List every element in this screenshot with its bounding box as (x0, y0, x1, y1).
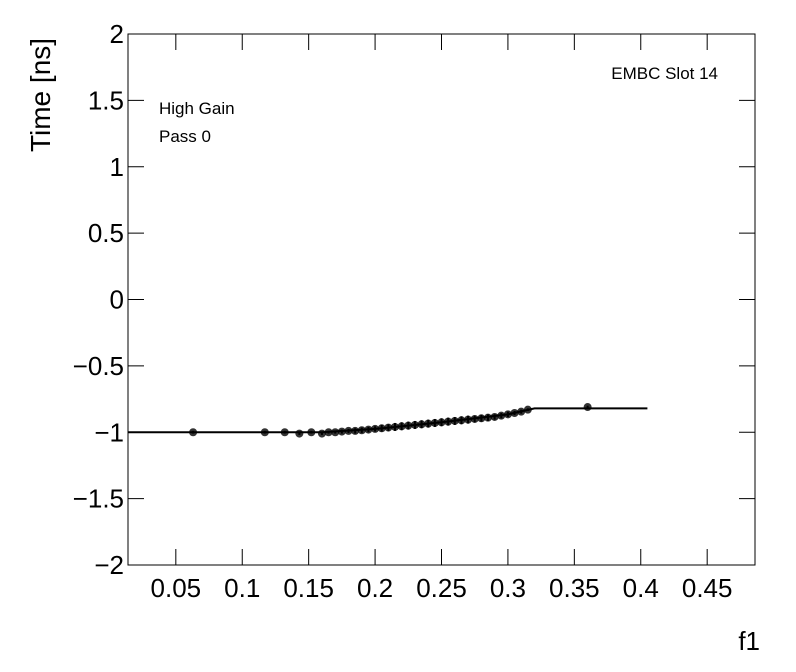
y-tick-label: −1 (94, 417, 124, 447)
y-tick-label: 0.5 (88, 218, 124, 248)
data-point (583, 403, 592, 412)
x-tick-label: 0.2 (357, 573, 393, 603)
y-tick-label: 0 (110, 285, 124, 315)
annotation: Pass 0 (159, 127, 211, 146)
x-tick-label: 0.4 (623, 573, 659, 603)
annotation: High Gain (159, 99, 235, 118)
data-point (295, 429, 304, 438)
y-tick-label: −1.5 (73, 484, 124, 514)
y-tick-label: 1.5 (88, 85, 124, 115)
y-tick-label: −2 (94, 550, 124, 580)
fit-line (128, 407, 648, 434)
y-tick-label: 2 (110, 19, 124, 49)
data-point (317, 429, 326, 438)
x-tick-label: 0.05 (151, 573, 202, 603)
x-tick-label: 0.45 (682, 573, 733, 603)
x-tick-label: 0.15 (283, 573, 334, 603)
y-axis-label: Time [ns] (25, 38, 56, 152)
y-tick-label: 1 (110, 152, 124, 182)
x-axis-label: f1 (738, 626, 760, 656)
annotation: EMBC Slot 14 (611, 64, 718, 83)
x-tick-label: 0.3 (490, 573, 526, 603)
x-tick-label: 0.35 (549, 573, 600, 603)
x-tick-label: 0.25 (416, 573, 467, 603)
x-tick-label: 0.1 (224, 573, 260, 603)
y-tick-label: −0.5 (73, 351, 124, 381)
